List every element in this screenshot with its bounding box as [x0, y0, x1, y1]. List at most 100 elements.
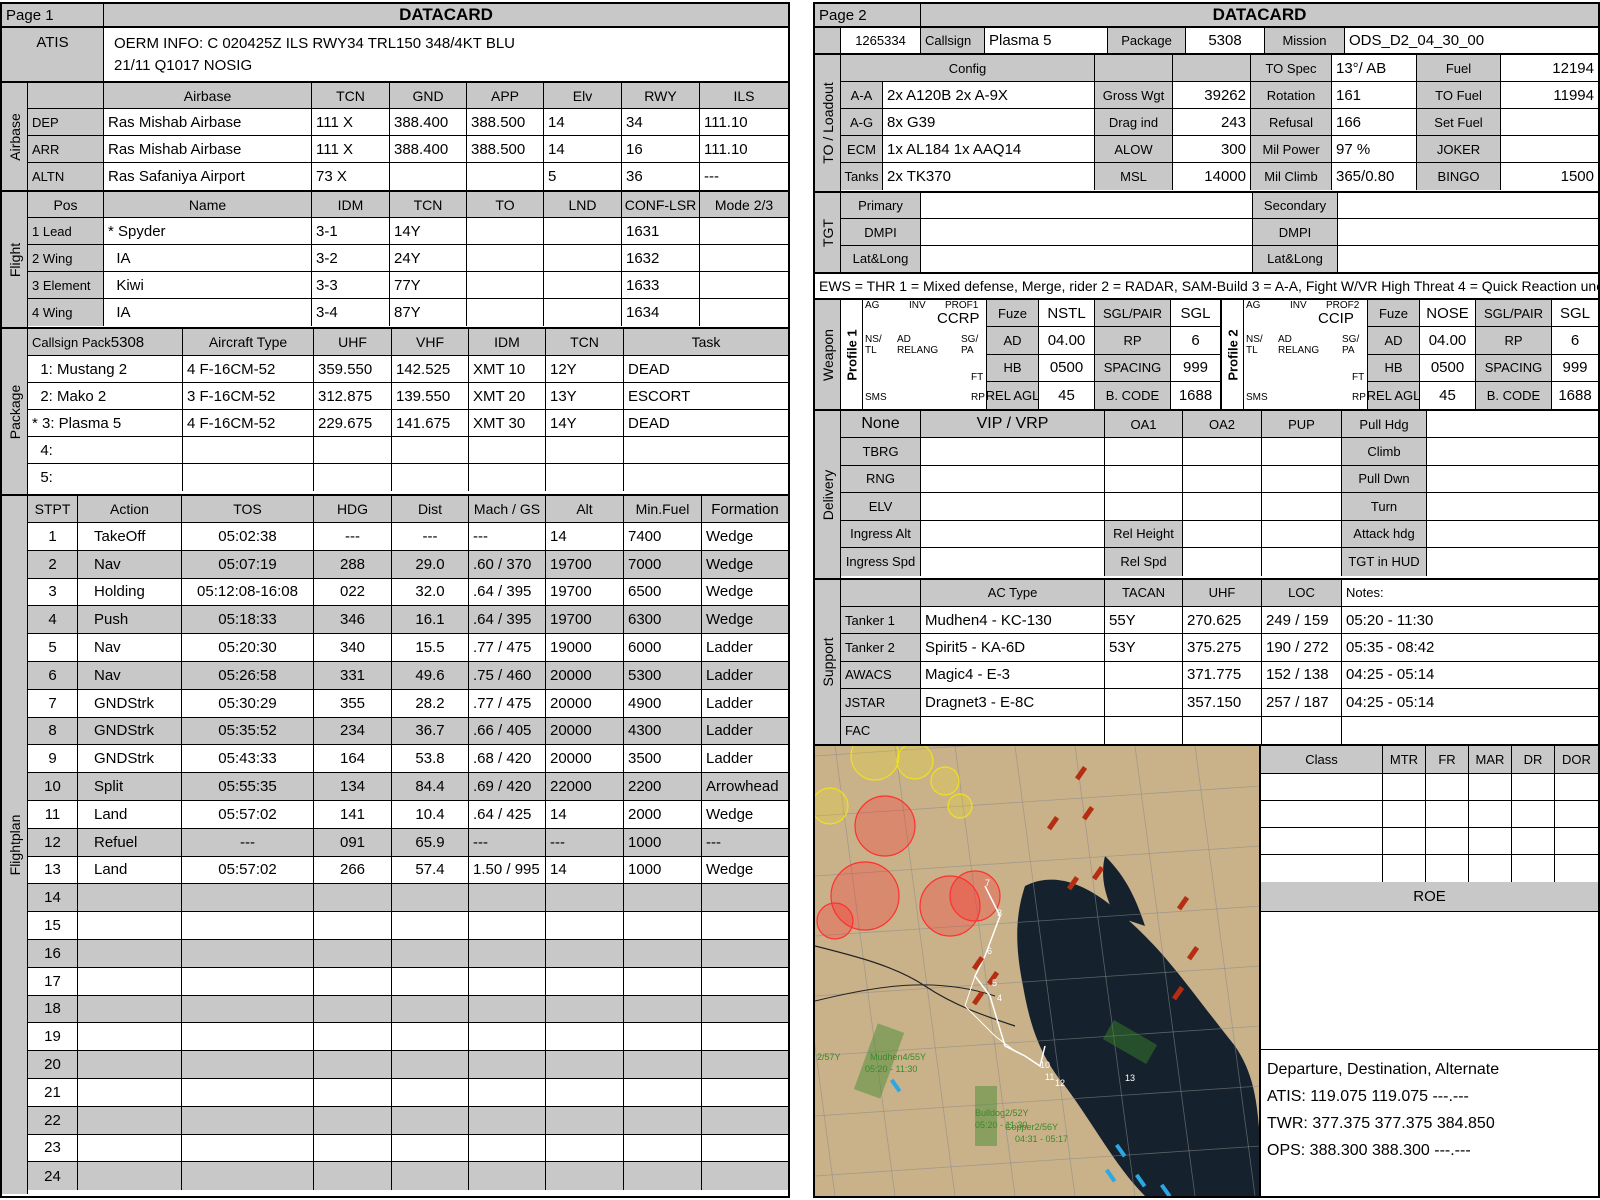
threat-header: DR [1512, 746, 1555, 773]
flightplan-cell: 49.6 [392, 661, 469, 689]
page-2-header: Page 2 DATACARD [815, 4, 1598, 28]
support-header: TACAN [1105, 580, 1183, 606]
flightplan-cell: 20000 [546, 661, 624, 689]
support-cell: Spirit5 - KA-6D [921, 634, 1105, 661]
package-cell: 141.675 [392, 410, 469, 436]
airbase-section-label: Airbase [2, 83, 28, 190]
flightplan-cell: Ladder [706, 694, 753, 712]
flightplan-cell: 141 [314, 800, 392, 828]
datacard-page-1: Page 1 DATACARD ATIS OERM INFO: C 020425… [0, 2, 790, 1198]
flight-cell: 1632 [622, 245, 700, 271]
tgt-value [1338, 246, 1598, 272]
flightplan-cell [546, 967, 624, 995]
loadout-value: 243 [1173, 109, 1251, 135]
flightplan-cell: Refuel [78, 828, 182, 856]
package-cell: DEAD [628, 414, 670, 432]
stpt-number: 17 [28, 967, 78, 995]
loadout-value: 14000 [1173, 163, 1251, 190]
flightplan-cell: 4900 [624, 689, 702, 717]
stpt-number: 19 [28, 1023, 78, 1051]
support-header: UHF [1183, 580, 1262, 606]
flight-header: IDM [312, 192, 390, 217]
flightplan-cell [392, 1051, 469, 1078]
waypoint-label: 3 [997, 908, 1002, 918]
friendly-unit-icon [1115, 1143, 1127, 1158]
card-id: 1265334 [841, 28, 921, 53]
delivery-value [1262, 548, 1342, 576]
weapon-section-label: Weapon [815, 300, 841, 409]
flightplan-row: 14 [28, 884, 788, 913]
airbase-row: ARR Ras Mishab Airbase 111 X 388.400 388.500… [28, 136, 788, 163]
loadout-key: Mil Power [1251, 136, 1332, 162]
flightplan-cell [624, 939, 702, 967]
flightplan-cell: Ladder [702, 717, 788, 745]
threat-header: FR [1426, 746, 1469, 773]
flight-cell [544, 245, 622, 271]
airbase-cell: 111.10 [704, 140, 748, 158]
flightplan-cell: 53.8 [392, 745, 469, 773]
flightplan-header: Dist [392, 496, 469, 522]
support-cell [1105, 689, 1183, 716]
loadout-value: 1x AL184 1x AAQ14 [883, 136, 1095, 162]
atis-line-1: OERM INFO: C 020425Z ILS RWY34 TRL150 34… [114, 35, 516, 52]
stpt-number: 20 [28, 1051, 78, 1078]
loadout-value: 161 [1332, 82, 1417, 108]
flight-pos: 3 Element [28, 272, 104, 298]
loadout-row: Tanks 2x TK370 MSL 14000 Mil Climb 365/0.80 BI… [841, 163, 1598, 190]
map-gridline [815, 746, 970, 757]
flightplan-row: 15 [28, 912, 788, 940]
flightplan-cell: 2000 [624, 800, 702, 828]
support-cell: 53Y [1105, 634, 1183, 661]
loadout-key: Gross Wgt [1095, 82, 1173, 108]
support-cell: 04:25 - 05:14 [1346, 666, 1435, 684]
profile-key: B. CODE [1095, 381, 1171, 409]
flightplan-cell [624, 995, 702, 1023]
atis-label: ATIS [2, 28, 104, 81]
ground-unit-icon [971, 991, 985, 1006]
mfd-mode: CCRP [937, 310, 980, 327]
aaa-threat-ring [815, 787, 849, 825]
flightplan-row: 22 [28, 1106, 788, 1135]
flightplan-row: 16 [28, 939, 788, 968]
mfd-label: RP [1352, 392, 1366, 403]
flightplan-cell [182, 884, 314, 912]
profile-value: 04.00 [1039, 327, 1095, 354]
profile-key: SPACING [1095, 354, 1171, 381]
flightplan-cell: 340 [314, 634, 392, 661]
delivery-value [1183, 493, 1262, 520]
flightplan-cell [392, 1162, 469, 1191]
flightplan-cell: 20000 [546, 717, 624, 745]
tgt-table: Primary Secondary DMPI DMPI Lat&Long Lat&Long [841, 193, 1598, 272]
ground-unit-icon [1176, 896, 1190, 911]
profile-value: 0500 [1039, 354, 1095, 381]
flight-cell [544, 272, 622, 298]
sam-threat-ring [919, 875, 981, 937]
profile-row: Fuze NOSE SGL/PAIR SGL [1368, 300, 1598, 328]
threat-cell [1555, 855, 1598, 882]
flight-cell [700, 299, 788, 326]
delivery-pup: PUP [1262, 411, 1342, 437]
delivery-header-row: None VIP / VRP OA1 OA2 PUP Pull Hdg [841, 411, 1598, 438]
package-cell [183, 464, 314, 491]
profile-value: 45 [1039, 381, 1095, 409]
map-gridline [815, 965, 1259, 997]
sam-threat-ring [830, 861, 900, 931]
support-cell [1105, 661, 1183, 689]
flightplan-cell [182, 1162, 314, 1191]
stpt-number: 21 [28, 1078, 78, 1106]
flightplan-cell [78, 1078, 182, 1106]
support-row: Tanker 1 Mudhen4 - KC-130 55Y 270.625 249 / … [841, 606, 1598, 635]
stpt-number: 23 [28, 1134, 78, 1162]
ground-unit-icon [986, 970, 1000, 986]
map-annotation: Mudhen4/55Y [870, 1052, 926, 1062]
flightplan-cell [78, 884, 182, 912]
delivery-value [1427, 466, 1598, 493]
loadout-key: Tanks [841, 163, 883, 190]
support-header [841, 580, 921, 606]
flightplan-cell [392, 1023, 469, 1051]
flightplan-cell [702, 1023, 788, 1050]
flightplan-cell [392, 884, 469, 912]
flight-cell [544, 218, 622, 244]
airbase-cell: 16 [622, 136, 700, 162]
tgt-label: DMPI [841, 219, 921, 245]
